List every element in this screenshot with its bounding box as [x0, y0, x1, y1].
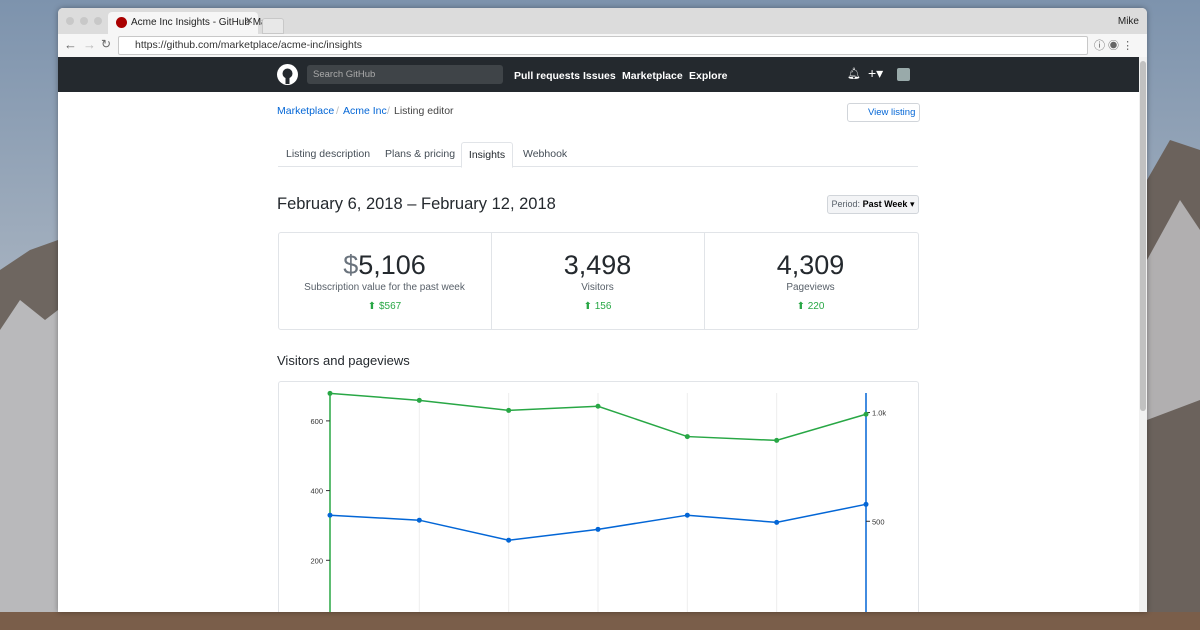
stat-value: 4,309 — [776, 250, 845, 280]
data-point — [595, 526, 601, 532]
y-tick-label: 600 — [310, 417, 323, 426]
change-value: $567 — [378, 301, 402, 312]
tab[interactable]: Plans & pricing — [385, 148, 456, 160]
favicon — [116, 17, 127, 28]
currency: $ — [343, 250, 359, 280]
view-listing-button[interactable]: View listing — [847, 103, 920, 122]
section-title: Visitors and pageviews — [277, 353, 410, 368]
tab[interactable]: Listing description — [286, 148, 371, 160]
url: https://github.com/marketplace/acme-inc/… — [135, 39, 363, 51]
y-tick-label: 400 — [310, 487, 323, 496]
date-range: February 6, 2018 – February 12, 2018 — [277, 195, 556, 213]
divider — [491, 233, 492, 329]
stat-label: Pageviews — [786, 282, 835, 293]
data-point — [327, 390, 333, 396]
stat-change: ⬆ 220 — [796, 301, 825, 312]
data-point — [416, 397, 422, 403]
forward-button[interactable]: → — [83, 37, 96, 52]
active-tab[interactable]: Acme Inc Insights - GitHub Ma ✕ — [108, 12, 267, 34]
window-controls[interactable] — [66, 16, 106, 26]
stat: 4,309 Pageviews ⬆ 220 — [704, 232, 917, 329]
data-point — [774, 437, 780, 443]
period-selector[interactable]: Period: Past Week ▾ — [827, 195, 919, 214]
new-tab[interactable] — [262, 18, 284, 34]
stat-label: Subscription value for the past week — [304, 282, 465, 293]
stat: $5,106 Subscription value for the past w… — [278, 232, 491, 329]
nav-link[interactable]: Pull requests — [514, 70, 580, 82]
avatar[interactable] — [897, 68, 910, 81]
tab-selected[interactable]: Insights — [461, 142, 513, 168]
change-value: 156 — [594, 301, 612, 312]
github-header: Search GitHub Pull requests Issues Marke… — [58, 57, 1139, 92]
data-point — [506, 537, 512, 543]
data-point — [863, 411, 869, 417]
stat-change: ⬆ $567 — [367, 301, 402, 312]
breadcrumb-current: Listing editor — [394, 105, 454, 117]
browser-window: Acme Inc Insights - GitHub Ma ✕ Mike ← →… — [58, 8, 1147, 612]
stat: 3,498 Visitors ⬆ 156 — [491, 232, 704, 329]
user-name: Mike — [1117, 16, 1139, 27]
button-label: View listing — [868, 107, 916, 118]
data-point — [684, 512, 690, 518]
breadcrumb-separator: / — [387, 105, 390, 117]
nav-link[interactable]: Explore — [689, 70, 728, 82]
scrollbar — [1139, 57, 1147, 612]
stat-change: ⬆ 156 — [583, 301, 612, 312]
data-point — [416, 517, 422, 523]
data-point — [774, 519, 780, 525]
data-point — [327, 512, 333, 518]
github-logo[interactable] — [277, 64, 298, 85]
url-field[interactable]: https://github.com/marketplace/acme-inc/… — [118, 36, 1088, 55]
period-label: Period: — [831, 199, 861, 209]
divider — [704, 233, 705, 329]
tab-title: Acme Inc Insights - GitHub Ma — [131, 17, 267, 28]
stat-value: 3,498 — [563, 250, 632, 280]
nav-link[interactable]: Marketplace — [622, 70, 683, 82]
stat-value: $5,106 — [278, 250, 491, 281]
tab[interactable]: Webhook — [523, 148, 568, 160]
stat-label: Visitors — [581, 282, 614, 293]
data-point — [684, 434, 690, 440]
tab-bar: Acme Inc Insights - GitHub Ma ✕ Mike — [58, 8, 1147, 34]
y2-tick-label: 1.0k — [872, 409, 886, 418]
tab-close[interactable]: ✕ — [245, 16, 254, 27]
y2-tick-label: 500 — [872, 517, 885, 526]
search-placeholder: Search GitHub — [313, 69, 376, 80]
stats-box — [278, 232, 919, 330]
y-tick-label: 200 — [310, 556, 323, 565]
period-value: Past Week — [862, 199, 908, 209]
chart: 200 400 600 500 1.0k — [310, 390, 886, 612]
breadcrumb-separator: / — [336, 105, 339, 117]
tab-underline — [278, 166, 918, 167]
back-button[interactable]: ← — [64, 37, 77, 52]
amount: 5,106 — [358, 250, 426, 280]
breadcrumb-link[interactable]: Acme Inc — [343, 105, 387, 117]
data-point — [863, 501, 869, 507]
notifications-icon[interactable]: 🔔︎ — [847, 68, 861, 80]
search-box[interactable]: Search GitHub — [307, 65, 503, 84]
nav-link[interactable]: Issues — [583, 70, 616, 82]
data-point — [506, 407, 512, 413]
change-value: 220 — [807, 301, 825, 312]
chart-box — [278, 381, 919, 612]
address-bar: ← → ↻ https://github.com/marketplace/acm… — [58, 34, 1147, 58]
create-menu[interactable]: +▾ — [868, 65, 884, 81]
extension-icons[interactable]: ⓘ ◉ ⋮ — [1094, 40, 1134, 52]
scrollbar-thumb[interactable] — [1140, 61, 1146, 411]
breadcrumb-link[interactable]: Marketplace — [277, 105, 335, 117]
reload-button[interactable]: ↻ — [101, 37, 112, 51]
data-point — [595, 403, 601, 409]
